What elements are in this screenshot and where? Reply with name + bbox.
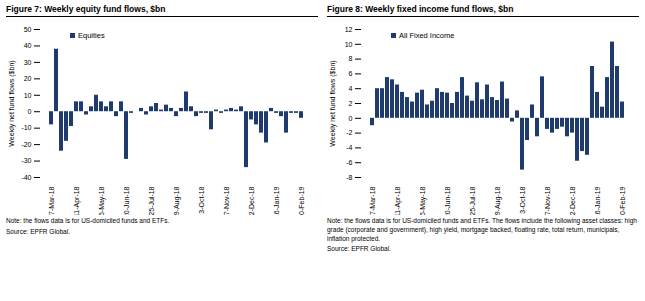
svg-text:30: 30: [24, 59, 32, 66]
svg-text:16-Jan-19: 16-Jan-19: [273, 186, 280, 215]
svg-text:12: 12: [345, 26, 353, 33]
svg-text:50: 50: [24, 26, 32, 33]
svg-text:16-Jan-19: 16-Jan-19: [594, 186, 601, 215]
svg-text:16-May-18: 16-May-18: [419, 186, 427, 215]
svg-text:Weekly net fund flows ($bn): Weekly net fund flows ($bn): [8, 60, 16, 146]
html-text:All Fixed Income: All Fixed Income: [399, 31, 455, 40]
html-text:Source: EPFR Global.: Source: EPFR Global.: [327, 245, 391, 253]
svg-text:20: 20: [24, 75, 32, 82]
svg-text:3-Oct-18: 3-Oct-18: [198, 186, 205, 213]
svg-text:6: 6: [349, 70, 353, 77]
svg-text:20-Jun-18: 20-Jun-18: [444, 186, 451, 215]
svg-text:25-Jul-18: 25-Jul-18: [469, 186, 476, 215]
svg-text:-40: -40: [21, 174, 31, 181]
html-text:Source: EPFR Global.: Source: EPFR Global.: [6, 227, 70, 235]
svg-text:12-Dec-18: 12-Dec-18: [248, 186, 255, 215]
svg-text:7-Nov-18: 7-Nov-18: [544, 186, 551, 215]
svg-text:7-Nov-18: 7-Nov-18: [223, 186, 230, 215]
svg-text:-8: -8: [346, 174, 352, 181]
svg-text:10: 10: [345, 41, 353, 48]
svg-text:16-May-18: 16-May-18: [98, 186, 106, 215]
svg-text:25-Jul-18: 25-Jul-18: [148, 186, 155, 215]
svg-text:-10: -10: [21, 124, 31, 131]
svg-text:7-Mar-18: 7-Mar-18: [48, 186, 55, 215]
svg-text:29-Aug-18: 29-Aug-18: [173, 186, 181, 215]
html-text:Note: the flows data is for US: Note: the flows data is for US-domiciled…: [6, 217, 170, 224]
svg-text:20-Feb-19: 20-Feb-19: [619, 186, 626, 215]
svg-text:0: 0: [28, 108, 32, 115]
svg-text:20-Feb-19: 20-Feb-19: [298, 186, 305, 215]
html-text:Figure 8: Weekly fixed income: Figure 8: Weekly fixed income fund flows…: [327, 4, 514, 14]
svg-text:11-Apr-18: 11-Apr-18: [394, 186, 402, 215]
svg-text:0: 0: [349, 115, 353, 122]
svg-text:40: 40: [24, 42, 32, 49]
svg-text:-6: -6: [346, 159, 352, 166]
html-text:Note: the flows data is for US: Note: the flows data is for US-domiciled…: [327, 217, 637, 242]
svg-text:3-Oct-18: 3-Oct-18: [519, 186, 526, 213]
svg-text:8: 8: [349, 55, 353, 62]
html-text:Figure 7: Weekly equity fund f: Figure 7: Weekly equity fund flows, $bn: [6, 4, 166, 14]
svg-text:10: 10: [24, 92, 32, 99]
svg-text:2: 2: [349, 100, 353, 107]
svg-text:-20: -20: [21, 141, 31, 148]
svg-text:Weekly net fund flows ($bn): Weekly net fund flows ($bn): [329, 60, 337, 146]
svg-text:-2: -2: [346, 129, 352, 136]
svg-text:-4: -4: [346, 144, 352, 151]
svg-text:20-Jun-18: 20-Jun-18: [123, 186, 130, 215]
svg-text:4: 4: [349, 85, 353, 92]
svg-text:12-Dec-18: 12-Dec-18: [569, 186, 576, 215]
svg-text:11-Apr-18: 11-Apr-18: [73, 186, 81, 215]
svg-text:7-Mar-18: 7-Mar-18: [369, 186, 376, 215]
svg-text:-30: -30: [21, 157, 31, 164]
svg-text:29-Aug-18: 29-Aug-18: [494, 186, 502, 215]
html-text:Equities: Equities: [78, 31, 105, 40]
